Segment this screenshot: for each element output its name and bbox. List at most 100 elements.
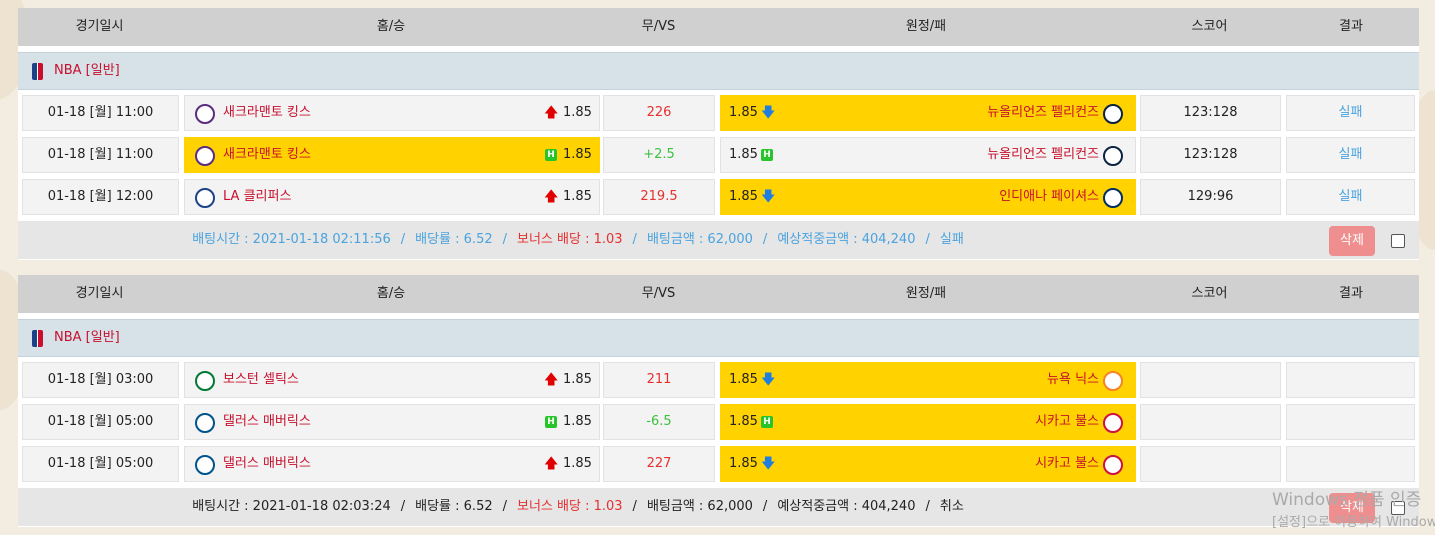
header-date: 경기일시	[75, 286, 124, 301]
bonus-odds: 보너스 배당 : 1.03	[517, 499, 623, 514]
handicap-h-icon: H	[545, 149, 557, 161]
game-result	[1286, 446, 1415, 482]
up-arrow-icon: 🡅	[544, 105, 559, 121]
header-score: 스코어	[1191, 19, 1228, 34]
league-row: NBA [일반]	[18, 319, 1419, 357]
home-team-name: 새크라맨토 킹스	[223, 147, 311, 162]
table-header: 경기일시 홈/승 무/VS 원정/패 스코어 결과	[18, 275, 1419, 313]
handicap-h-icon: H	[761, 416, 773, 428]
league-name: NBA [일반]	[54, 330, 120, 345]
bonus-odds: 보너스 배당 : 1.03	[517, 232, 623, 247]
away-team-name: 인디애나 페이셔스	[999, 189, 1099, 204]
home-odds: 1.85	[563, 189, 592, 204]
league-row: NBA [일반]	[18, 52, 1419, 90]
home-win-option[interactable]: 댈러스 매버릭스 H 1.85	[184, 404, 600, 440]
nba-logo-icon	[32, 330, 43, 347]
delete-button[interactable]: 삭제	[1329, 226, 1375, 256]
draw-vs-option[interactable]: 219.5	[603, 179, 715, 215]
delete-button[interactable]: 삭제	[1329, 493, 1375, 523]
away-win-option[interactable]: 1.85 🡇 시카고 불스	[720, 446, 1136, 482]
game-result: 실패	[1286, 95, 1415, 131]
draw-vs-option[interactable]: -6.5	[603, 404, 715, 440]
draw-vs-option[interactable]: 226	[603, 95, 715, 131]
bulls-logo-icon	[1103, 413, 1123, 433]
bet-amount: 배팅금액 : 62,000	[646, 232, 753, 247]
header-result: 결과	[1339, 286, 1363, 301]
bet-slip: 경기일시 홈/승 무/VS 원정/패 스코어 결과 NBA [일반] 01-18 [월] 03…	[18, 275, 1419, 527]
bet-rate: 배당률 : 6.52	[415, 232, 493, 247]
bet-status: 취소	[939, 499, 964, 514]
game-result	[1286, 362, 1415, 398]
away-odds: 1.85	[729, 372, 758, 387]
draw-vs-option[interactable]: 211	[603, 362, 715, 398]
home-win-option[interactable]: 댈러스 매버릭스 🡅 1.85	[184, 446, 600, 482]
kings-logo-icon	[195, 104, 215, 124]
bet-time: 배팅시간 : 2021-01-18 02:11:56	[192, 232, 391, 247]
away-win-option[interactable]: 1.85 🡇 뉴올리언즈 펠리컨즈	[720, 95, 1136, 131]
game-score	[1140, 404, 1281, 440]
home-team-name: 댈러스 매버릭스	[223, 456, 311, 471]
nba-logo-icon	[32, 63, 43, 80]
draw-vs-option[interactable]: +2.5	[603, 137, 715, 173]
separator: /	[762, 232, 768, 247]
away-team-name: 뉴올리언즈 펠리컨즈	[987, 147, 1099, 162]
expected-payout: 예상적중금액 : 404,240	[777, 499, 916, 514]
home-win-option[interactable]: 새크라맨토 킹스 H 1.85	[184, 137, 600, 173]
bet-amount: 배팅금액 : 62,000	[646, 499, 753, 514]
handicap-h-icon: H	[761, 149, 773, 161]
bet-summary-footer: 배팅시간 : 2021-01-18 02:11:56 / 배당률 : 6.52 / 보너…	[18, 221, 1419, 259]
away-win-option[interactable]: 1.85 H 시카고 불스	[720, 404, 1136, 440]
game-datetime: 01-18 [월] 03:00	[22, 362, 179, 398]
mavericks-logo-icon	[195, 413, 215, 433]
bet-summary-footer: 배팅시간 : 2021-01-18 02:03:24 / 배당률 : 6.52 / 보너…	[18, 488, 1419, 526]
bulls-logo-icon	[1103, 455, 1123, 475]
bet-summary-text: 배팅시간 : 2021-01-18 02:11:56 / 배당률 : 6.52 / 보너…	[18, 221, 1138, 259]
away-odds: 1.85	[729, 414, 758, 429]
separator: /	[400, 232, 406, 247]
clippers-logo-icon	[195, 188, 215, 208]
home-team-name: 댈러스 매버릭스	[223, 414, 311, 429]
home-win-option[interactable]: LA 클리퍼스 🡅 1.85	[184, 179, 600, 215]
away-win-option[interactable]: 1.85 🡇 뉴욕 닉스	[720, 362, 1136, 398]
handicap-h-icon: H	[545, 416, 557, 428]
game-score	[1140, 362, 1281, 398]
header-away: 원정/패	[905, 286, 947, 301]
down-arrow-icon: 🡇	[761, 189, 776, 205]
away-win-option[interactable]: 1.85 H 뉴올리언즈 펠리컨즈	[720, 137, 1136, 173]
header-draw: 무/VS	[641, 286, 676, 301]
up-arrow-icon: 🡅	[544, 456, 559, 472]
header-score: 스코어	[1191, 286, 1228, 301]
away-win-option[interactable]: 1.85 🡇 인디애나 페이셔스	[720, 179, 1136, 215]
windows-activation-watermark-sub: [설정]으로 이동하여 Windows	[1272, 515, 1435, 530]
game-score: 123:128	[1140, 95, 1281, 131]
select-checkbox[interactable]	[1391, 234, 1405, 248]
home-win-option[interactable]: 새크라맨토 킹스 🡅 1.85	[184, 95, 600, 131]
game-row: 01-18 [월] 03:00 보스턴 셀틱스 🡅 1.85 211 1.85 🡇 뉴욕 닉스	[18, 362, 1419, 398]
bet-rate: 배당률 : 6.52	[415, 499, 493, 514]
game-row: 01-18 [월] 05:00 댈러스 매버릭스 H 1.85 -6.5 1.85 H 시카고…	[18, 404, 1419, 440]
game-datetime: 01-18 [월] 05:00	[22, 404, 179, 440]
down-arrow-icon: 🡇	[761, 456, 776, 472]
game-row: 01-18 [월] 11:00 새크라맨토 킹스 🡅 1.85 226 1.85 🡇 뉴올리언…	[18, 95, 1419, 131]
home-odds: 1.85	[563, 105, 592, 120]
game-datetime: 01-18 [월] 11:00	[22, 95, 179, 131]
home-odds: 1.85	[563, 414, 592, 429]
home-win-option[interactable]: 보스턴 셀틱스 🡅 1.85	[184, 362, 600, 398]
draw-vs-option[interactable]: 227	[603, 446, 715, 482]
pacers-logo-icon	[1103, 188, 1123, 208]
separator: /	[632, 232, 637, 247]
select-checkbox[interactable]	[1391, 501, 1405, 515]
game-score: 123:128	[1140, 137, 1281, 173]
bet-summary-text: 배팅시간 : 2021-01-18 02:03:24 / 배당률 : 6.52 / 보너…	[18, 488, 1138, 526]
mavericks-logo-icon	[195, 455, 215, 475]
separator: /	[632, 499, 637, 514]
league-name: NBA [일반]	[54, 63, 120, 78]
home-team-name: 보스턴 셀틱스	[223, 372, 299, 387]
knicks-logo-icon	[1103, 371, 1123, 391]
down-arrow-icon: 🡇	[761, 372, 776, 388]
pelicans-logo-icon	[1103, 146, 1123, 166]
game-row: 01-18 [월] 11:00 새크라맨토 킹스 H 1.85 +2.5 1.85 H 뉴올리…	[18, 137, 1419, 173]
game-result: 실패	[1286, 179, 1415, 215]
away-odds: 1.85	[729, 189, 758, 204]
header-away: 원정/패	[905, 19, 947, 34]
